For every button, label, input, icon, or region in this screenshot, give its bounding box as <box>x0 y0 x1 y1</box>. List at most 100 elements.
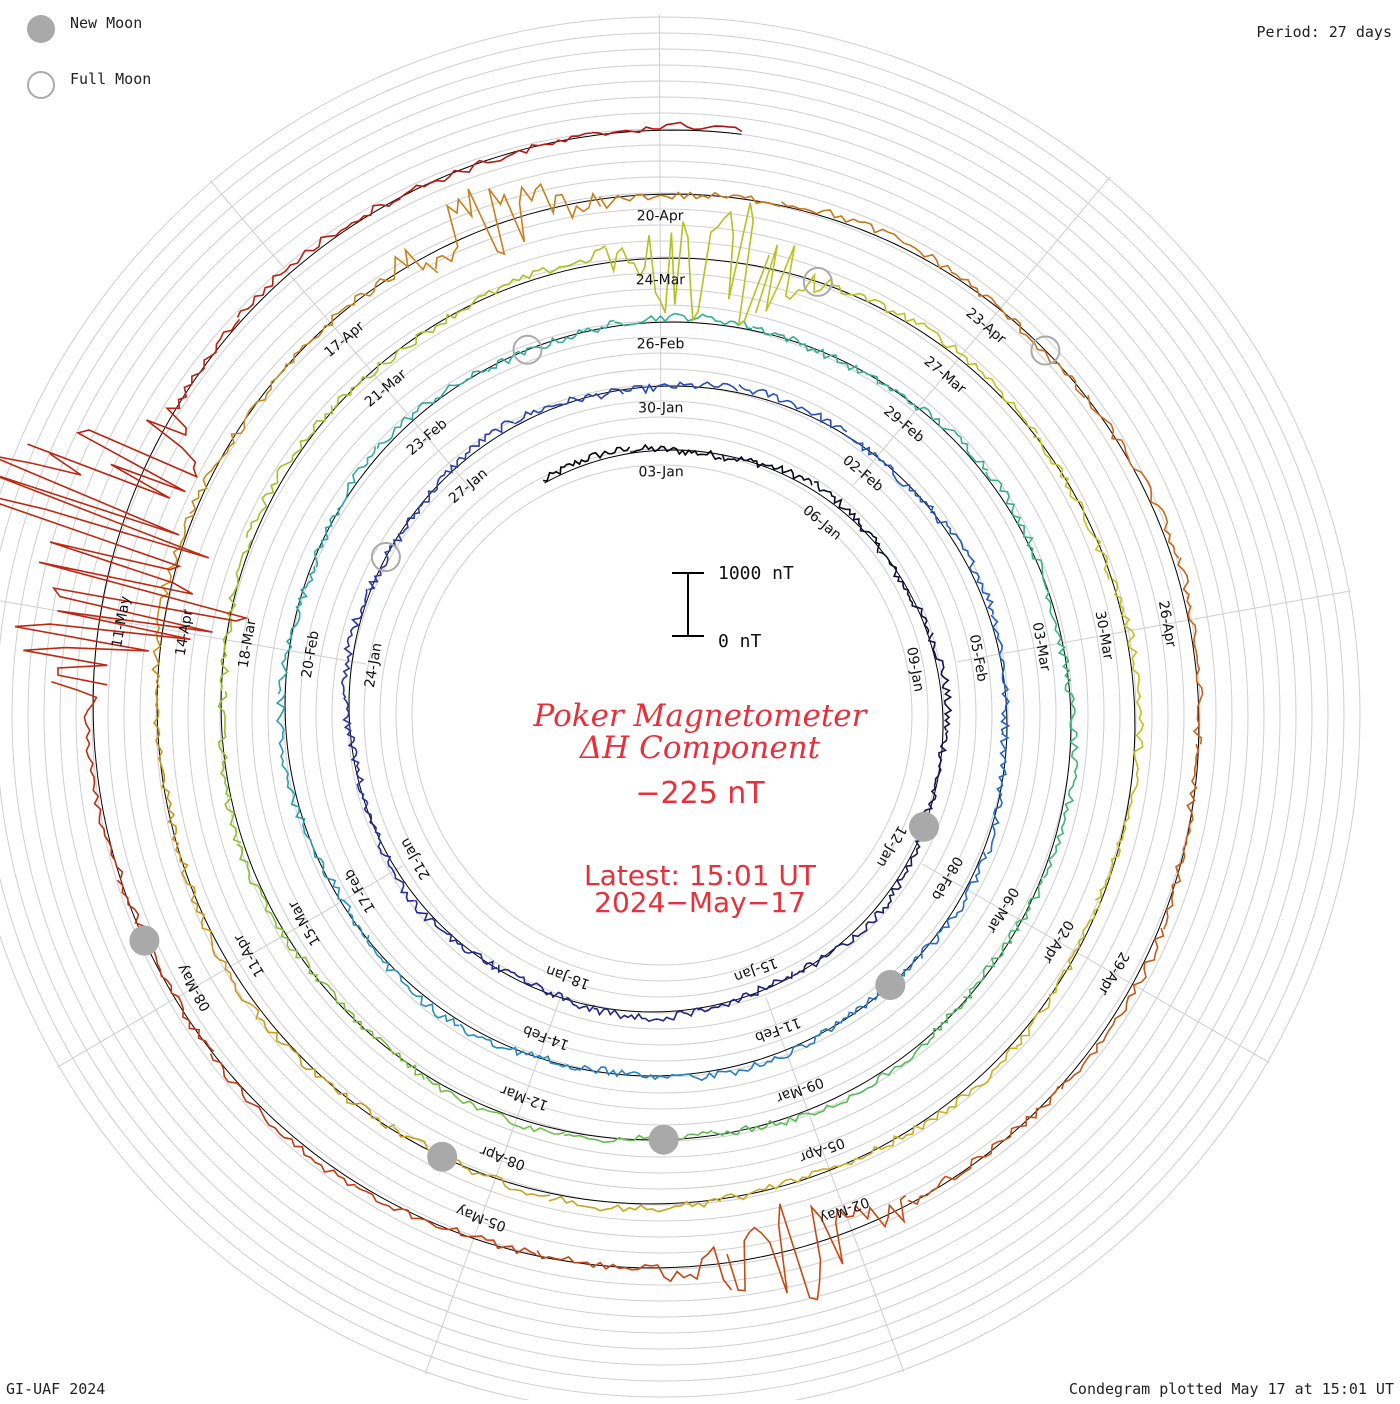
date-tick-label: 05-Feb <box>966 633 990 683</box>
delta-h-trace-segment <box>399 132 592 199</box>
date-tick-label: 29-Apr <box>1095 949 1132 998</box>
delta-h-trace-segment <box>363 804 415 902</box>
delta-h-trace-segment <box>591 121 743 136</box>
grid-circle <box>139 192 1185 1238</box>
delta-h-trace-segment <box>1087 395 1180 559</box>
grid-spoke <box>424 997 561 1374</box>
delta-h-trace-segment <box>1046 597 1078 738</box>
delta-h-trace-segment <box>932 510 994 615</box>
grid-spoke <box>658 15 662 416</box>
grid-spoke <box>209 180 469 487</box>
grid-circle <box>0 48 1329 1382</box>
current-value: −225 nT <box>635 776 765 811</box>
delta-h-trace-segment <box>705 1029 823 1080</box>
chart-title-line1: Poker Magnetometer <box>533 698 867 734</box>
delta-h-trace-segment <box>1094 741 1144 901</box>
delta-h-trace-segment <box>435 182 602 269</box>
date-tick-label: 17-Feb <box>341 866 379 915</box>
delta-h-trace-segment <box>315 973 425 1080</box>
delta-h-trace-segment <box>990 614 1011 734</box>
new-moon-marker <box>909 811 939 842</box>
date-tick-label: 11-May <box>109 595 134 649</box>
delta-h-trace-segment <box>209 1053 356 1187</box>
footer-plot-timestamp: Condegram plotted May 17 at 15:01 UT <box>1068 1380 1394 1398</box>
delta-h-trace-segment <box>301 823 366 939</box>
date-tick-label: 09-Jan <box>903 646 927 693</box>
delta-h-trace-segment <box>1111 577 1145 742</box>
full-moon-marker <box>370 542 401 572</box>
date-tick-label: 06-Mar <box>983 884 1021 935</box>
delta-h-trace-segment <box>277 566 316 695</box>
latest-time: Latest: 15:01 UT <box>583 859 817 892</box>
grid-circle <box>155 208 1169 1222</box>
grid-circle <box>11 64 1313 1366</box>
date-tick-label: 18-Jan <box>544 962 592 992</box>
delta-h-trace-segment <box>697 971 793 1013</box>
delta-h-trace-segment <box>368 497 431 591</box>
grid-circle <box>267 320 1057 1110</box>
delta-h-trace-segment <box>459 1023 580 1071</box>
date-tick-label: 20-Apr <box>637 208 684 224</box>
delta-h-trace-segment <box>542 446 631 483</box>
delta-h-trace-segment <box>0 453 249 686</box>
delta-h-trace-segment <box>366 934 460 1027</box>
delta-h-trace-segment <box>457 245 606 314</box>
delta-h-trace-segment <box>340 588 368 699</box>
delta-h-trace-segment <box>392 1126 551 1197</box>
delta-h-trace-segment <box>152 687 182 862</box>
new-moon-marker <box>427 1141 458 1172</box>
grid-circle <box>123 176 1201 1254</box>
delta-h-trace-segment <box>27 318 241 499</box>
date-tick-label: 27-Jan <box>446 465 491 506</box>
new-moon-legend-icon <box>27 15 55 43</box>
period-label: Period: 27 days <box>1256 23 1392 41</box>
date-tick-label: 30-Mar <box>1092 610 1117 662</box>
date-tick-label: 21-Mar <box>362 366 410 410</box>
date-tick-label: 20-Feb <box>299 629 323 679</box>
delta-h-trace-segment <box>1015 901 1101 1048</box>
delta-h-trace-segment <box>236 843 316 976</box>
latest-date: 2024−May−17 <box>594 886 806 919</box>
date-tick-label: 06-Jan <box>799 502 844 543</box>
new-moon-marker <box>648 1124 679 1155</box>
scale-bottom-label: 0 nT <box>718 631 762 652</box>
full-moon-marker <box>802 266 833 297</box>
delta-h-trace-segment <box>354 1185 537 1256</box>
date-tick-label: 26-Feb <box>637 336 685 352</box>
full-moon-legend-icon <box>27 71 55 99</box>
delta-h-trace-segment <box>754 244 918 326</box>
delta-h-trace-segment <box>844 434 934 514</box>
delta-h-trace-segment <box>151 514 195 688</box>
delta-h-trace-segment <box>342 697 369 805</box>
delta-h-trace-segment <box>907 1085 1060 1206</box>
delta-h-trace-segment <box>1162 743 1200 930</box>
date-tick-label: 12-Mar <box>498 1081 550 1113</box>
grid-spoke <box>0 600 367 665</box>
delta-h-trace-segment <box>719 1145 883 1201</box>
delta-h-trace-segment <box>236 198 401 318</box>
date-tick-label: 24-Mar <box>636 272 686 288</box>
delta-h-trace-segment <box>1060 927 1165 1090</box>
delta-h-trace-segment <box>179 860 260 1020</box>
delta-h-trace-segment <box>275 694 306 825</box>
delta-h-trace-segment <box>1032 435 1110 580</box>
delta-h-trace-segment <box>821 955 920 1033</box>
date-tick-label: 03-Mar <box>1029 621 1054 673</box>
delta-h-trace-segment <box>593 1007 698 1023</box>
delta-h-trace-segment <box>986 732 1010 855</box>
delta-h-trace-segment <box>414 899 498 971</box>
delta-h-trace-segment <box>712 1093 855 1136</box>
grid-circle <box>43 96 1281 1334</box>
delta-h-trace-segment <box>752 326 879 385</box>
delta-h-trace-segment <box>622 381 739 395</box>
delta-h-trace-segment <box>536 1245 733 1291</box>
delta-h-trace-segment <box>287 247 439 366</box>
delta-h-trace-segment <box>548 1195 721 1213</box>
delta-h-trace-segment <box>985 471 1050 599</box>
delta-h-trace-segment <box>217 691 242 844</box>
scale-top-label: 1000 nT <box>718 563 794 584</box>
delta-h-trace-segment <box>497 965 596 1013</box>
grid-spoke <box>765 996 905 1373</box>
